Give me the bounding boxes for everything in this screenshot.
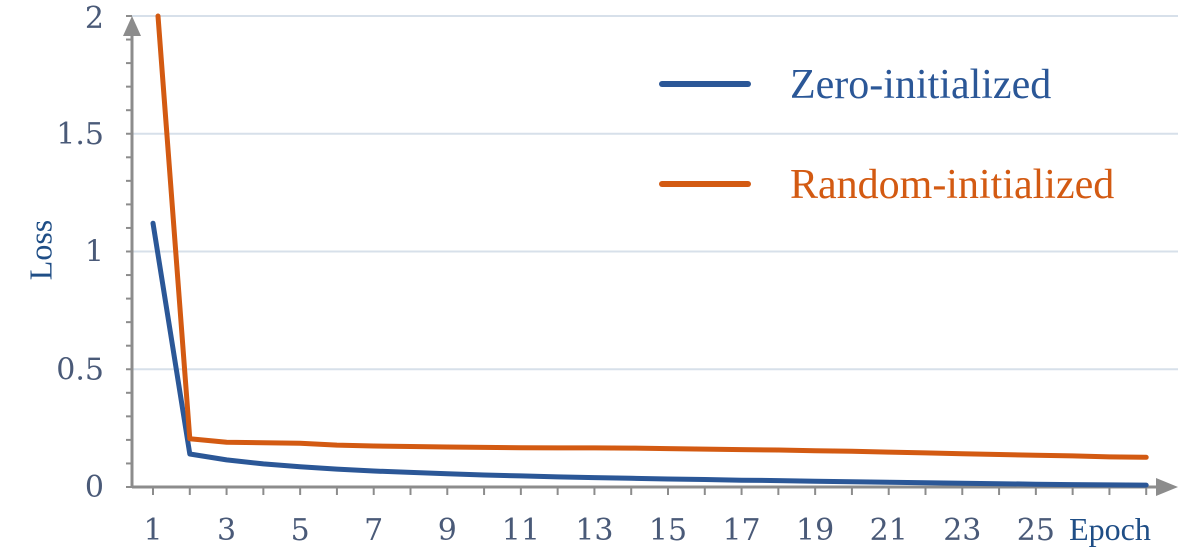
series-lines — [150, 13, 1149, 488]
x-tick-label: 23 — [943, 513, 981, 548]
x-tick-label: 3 — [217, 513, 236, 548]
legend: Zero-initialized Random-initialized — [659, 62, 1114, 208]
series-line-random-initialized — [155, 13, 1149, 460]
legend-label: Random-initialized — [790, 162, 1114, 208]
x-tick-label: 17 — [722, 513, 760, 548]
legend-label: Zero-initialized — [790, 62, 1051, 108]
y-tick-label: 0 — [85, 470, 104, 505]
y-tick-label: 0.5 — [56, 352, 104, 387]
x-axis-arrow — [1156, 478, 1178, 496]
y-tick-labels: 0 0.5 1 1.5 2 — [56, 1, 104, 505]
y-tick-label: 2 — [85, 1, 104, 36]
x-tick-label: 19 — [796, 513, 834, 548]
x-tick-label: 13 — [575, 513, 613, 548]
series-line-zero-initialized — [150, 220, 1149, 488]
x-tick-label: 21 — [870, 513, 908, 548]
y-axis-arrow — [123, 16, 141, 36]
y-axis-title: Loss — [22, 220, 58, 280]
y-tick-label: 1 — [85, 235, 104, 270]
x-axis-title: Epoch — [1069, 511, 1151, 547]
x-tick-label: 11 — [502, 513, 540, 548]
x-tick-label: 25 — [1017, 513, 1055, 548]
grid-lines — [132, 15, 1178, 371]
x-tick-label: 5 — [291, 513, 310, 548]
x-tick-labels: 1 3 5 7 9 11 13 15 17 19 21 23 25 — [143, 513, 1054, 548]
x-tick-label: 15 — [649, 513, 687, 548]
axes — [123, 15, 1178, 496]
x-tick-label: 1 — [143, 513, 162, 548]
x-tick-label: 9 — [438, 513, 457, 548]
x-tick-label: 7 — [364, 513, 383, 548]
y-tick-label: 1.5 — [56, 117, 104, 152]
